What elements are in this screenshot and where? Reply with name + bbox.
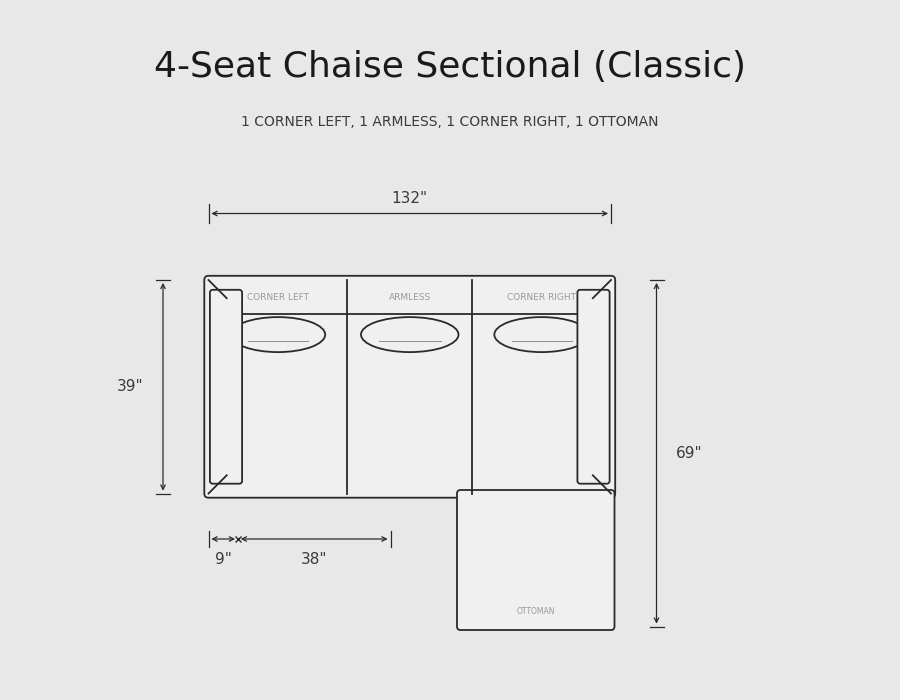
FancyBboxPatch shape xyxy=(210,290,242,484)
Ellipse shape xyxy=(230,317,325,352)
FancyBboxPatch shape xyxy=(578,290,609,484)
Ellipse shape xyxy=(494,317,589,352)
Text: OTTOMAN: OTTOMAN xyxy=(517,607,555,615)
Text: 9": 9" xyxy=(215,552,231,568)
Text: 69": 69" xyxy=(676,446,703,461)
FancyBboxPatch shape xyxy=(457,490,615,630)
Text: 39": 39" xyxy=(117,379,143,394)
Text: 38": 38" xyxy=(301,552,328,568)
Text: ARMLESS: ARMLESS xyxy=(389,293,431,302)
Text: CORNER RIGHT: CORNER RIGHT xyxy=(507,293,576,302)
Text: 4-Seat Chaise Sectional (Classic): 4-Seat Chaise Sectional (Classic) xyxy=(154,50,746,83)
FancyBboxPatch shape xyxy=(204,276,616,498)
Text: CORNER LEFT: CORNER LEFT xyxy=(247,293,309,302)
Text: 132": 132" xyxy=(392,190,428,206)
Text: 1 CORNER LEFT, 1 ARMLESS, 1 CORNER RIGHT, 1 OTTOMAN: 1 CORNER LEFT, 1 ARMLESS, 1 CORNER RIGHT… xyxy=(241,116,659,130)
Ellipse shape xyxy=(361,317,458,352)
